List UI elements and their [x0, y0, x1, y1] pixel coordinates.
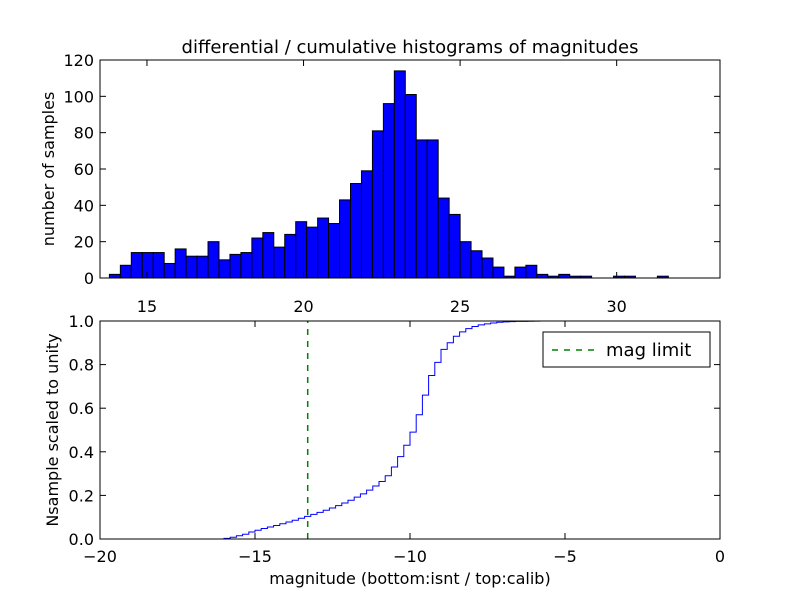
histogram-bar: [536, 273, 549, 279]
histogram-x-tick-label: 15: [137, 297, 157, 316]
histogram-bar: [174, 248, 187, 279]
histogram-bar: [393, 70, 406, 279]
histogram-bar: [448, 213, 461, 279]
cumulative-y-axis-label: Nsample scaled to unity: [43, 333, 62, 526]
histogram-bar: [328, 223, 341, 279]
cumulative-y-tick-label: 0.6: [69, 399, 94, 418]
histogram-bar: [119, 264, 132, 279]
cumulative-x-tick-label: −5: [553, 547, 577, 566]
histogram-y-tick-label: 120: [63, 51, 94, 70]
cumulative-y-tick-label: 0.2: [69, 486, 94, 505]
histogram-bar: [382, 103, 395, 279]
histogram-bar: [360, 170, 373, 279]
histogram-bar: [437, 197, 450, 279]
histogram-y-tick-label: 60: [74, 160, 94, 179]
legend-box: [542, 331, 711, 368]
histogram-bar: [371, 130, 384, 279]
cumulative-x-tick-label: 0: [715, 547, 725, 566]
histogram-bar: [558, 273, 571, 279]
cumulative-lines: [100, 320, 721, 540]
histogram-bar: [262, 232, 275, 279]
histogram-bar: [141, 252, 154, 279]
histogram-x-tick-label: 30: [606, 297, 626, 316]
histogram-bar: [339, 199, 352, 279]
histogram-bar: [492, 266, 505, 279]
histogram-bar: [185, 255, 198, 279]
histogram-bar: [196, 255, 209, 279]
cumulative-y-tick-label: 0.8: [69, 356, 94, 375]
histogram-y-axis-label: number of samples: [39, 92, 58, 247]
cumulative-x-tick-label: −20: [83, 547, 117, 566]
histogram-bar: [525, 264, 538, 279]
histogram-bar: [306, 226, 319, 279]
histogram-bar: [481, 257, 494, 279]
histogram-bar: [415, 139, 428, 279]
histogram-bar: [295, 221, 308, 279]
histogram-y-tick-label: 20: [74, 233, 94, 252]
histogram-bar: [251, 237, 264, 279]
histogram-y-tick-label: 100: [63, 87, 94, 106]
histogram-bar: [317, 217, 330, 279]
cumulative-x-tick-label: −15: [238, 547, 272, 566]
histogram-bar: [207, 241, 220, 279]
histogram-bar: [163, 262, 176, 279]
histogram-bar: [240, 252, 253, 279]
histogram-bar: [273, 246, 286, 279]
histogram-bar: [470, 250, 483, 279]
histogram-axes: differential / cumulative histograms of …: [39, 37, 721, 316]
histogram-bar: [350, 183, 362, 279]
cumulative-axes: −20 −15 −10 −5 0 0.0 0.2 0.4 0.6 0.8 1.0 magnitude…: [43, 312, 725, 588]
histogram-bar: [130, 252, 143, 279]
histogram-bar: [514, 266, 527, 279]
histogram-y-tick-label: 0: [84, 269, 94, 288]
histogram-x-tick-label: 20: [293, 297, 313, 316]
chart-title: differential / cumulative histograms of …: [182, 37, 639, 58]
histogram-bar: [229, 253, 242, 279]
histogram-bar: [218, 259, 231, 279]
histogram-bar: [459, 241, 472, 279]
histogram-y-tick-label: 80: [74, 124, 94, 143]
histogram-bar: [152, 252, 165, 279]
cumulative-series-line: [100, 320, 721, 540]
histogram-y-tick-label: 40: [74, 196, 94, 215]
legend-label-mag-limit: mag limit: [606, 340, 691, 361]
histogram-bar: [108, 273, 121, 279]
histogram-bar: [404, 94, 417, 279]
cumulative-x-axis-label: magnitude (bottom:isnt / top:calib): [269, 569, 550, 588]
cumulative-y-tick-label: 0.4: [69, 443, 94, 462]
legend: mag limit: [542, 331, 711, 368]
histogram-x-tick-label: 25: [450, 297, 470, 316]
cumulative-y-tick-label: 0.0: [69, 530, 94, 549]
cumulative-x-tick-label: −10: [393, 547, 427, 566]
cumulative-y-tick-label: 1.0: [69, 312, 94, 331]
histogram-ticks: 15 20 25 30 0 20 40 60 80 100 120: [63, 51, 720, 316]
histogram-bar: [284, 233, 297, 279]
histogram-bar: [426, 139, 439, 279]
cumulative-ticks: −20 −15 −10 −5 0 0.0 0.2 0.4 0.6 0.8 1.0: [69, 312, 726, 566]
